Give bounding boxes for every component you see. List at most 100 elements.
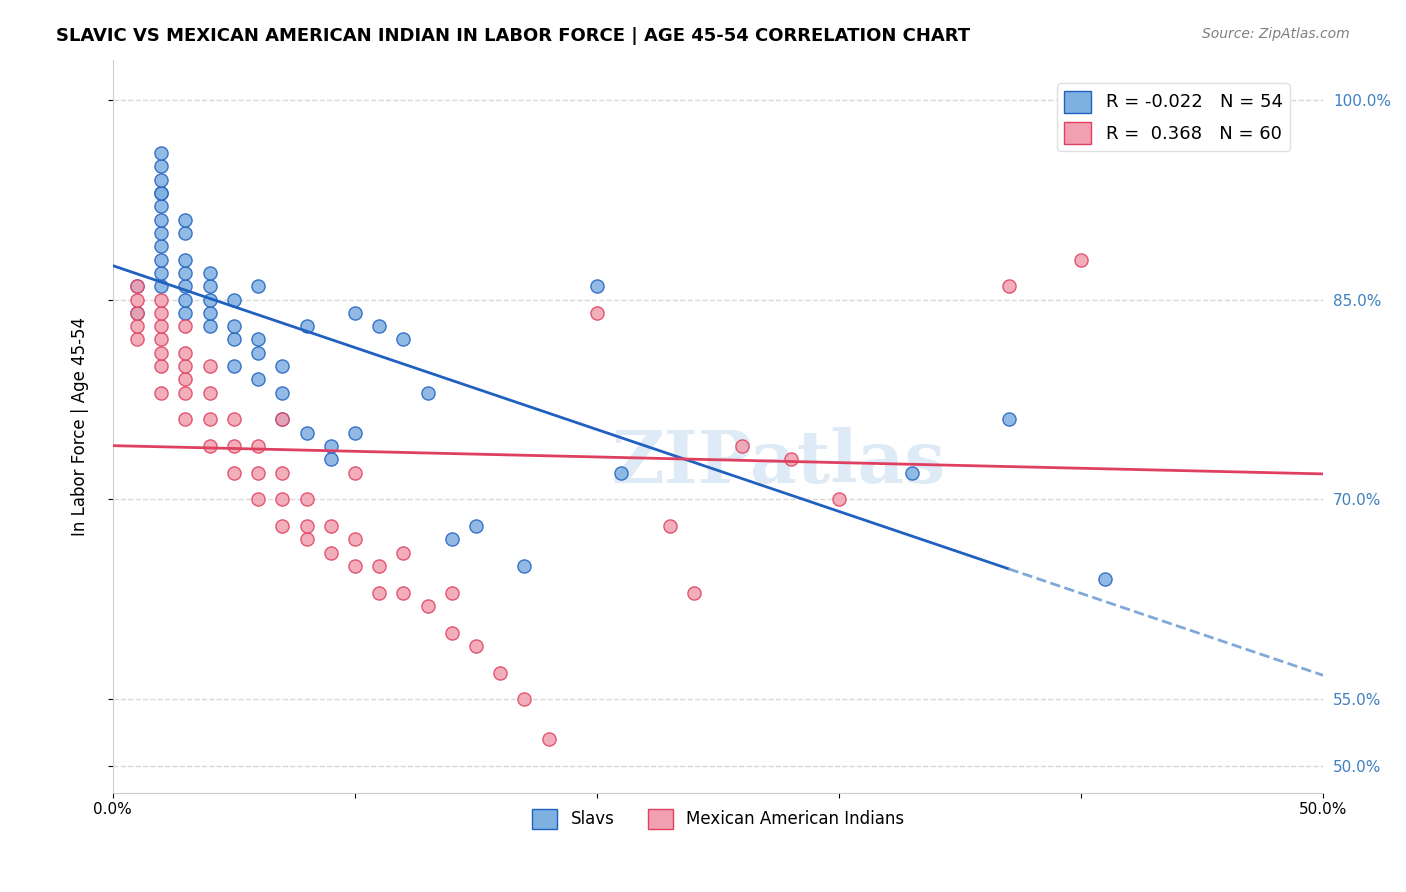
Point: [343, 425, 366, 440]
Point: [368, 559, 391, 574]
Point: [174, 212, 197, 227]
Point: [271, 519, 294, 533]
Point: [198, 385, 221, 400]
Point: [222, 359, 245, 373]
Point: [198, 319, 221, 334]
Point: [271, 412, 294, 426]
Point: [900, 466, 922, 480]
Point: [271, 466, 294, 480]
Point: [174, 385, 197, 400]
Point: [198, 266, 221, 280]
Point: [150, 359, 173, 373]
Point: [343, 306, 366, 320]
Point: [174, 279, 197, 293]
Point: [174, 226, 197, 240]
Point: [150, 212, 173, 227]
Point: [222, 333, 245, 347]
Point: [1094, 573, 1116, 587]
Point: [271, 359, 294, 373]
Point: [198, 293, 221, 307]
Point: [222, 466, 245, 480]
Point: [271, 412, 294, 426]
Point: [150, 385, 173, 400]
Point: [125, 319, 148, 334]
Point: [997, 279, 1019, 293]
Text: Source: ZipAtlas.com: Source: ZipAtlas.com: [1202, 27, 1350, 41]
Point: [150, 199, 173, 213]
Point: [174, 293, 197, 307]
Point: [319, 546, 342, 560]
Point: [125, 306, 148, 320]
Point: [247, 466, 270, 480]
Point: [174, 266, 197, 280]
Point: [295, 492, 318, 507]
Point: [150, 346, 173, 360]
Point: [416, 385, 439, 400]
Point: [198, 279, 221, 293]
Text: ZIPatlas: ZIPatlas: [612, 427, 946, 499]
Point: [174, 306, 197, 320]
Point: [150, 333, 173, 347]
Point: [779, 452, 801, 467]
Point: [828, 492, 851, 507]
Point: [319, 439, 342, 453]
Text: SLAVIC VS MEXICAN AMERICAN INDIAN IN LABOR FORCE | AGE 45-54 CORRELATION CHART: SLAVIC VS MEXICAN AMERICAN INDIAN IN LAB…: [56, 27, 970, 45]
Point: [610, 466, 633, 480]
Point: [198, 439, 221, 453]
Point: [222, 293, 245, 307]
Point: [1264, 93, 1286, 107]
Point: [222, 319, 245, 334]
Point: [150, 252, 173, 267]
Legend: Slavs, Mexican American Indians: Slavs, Mexican American Indians: [526, 802, 911, 836]
Point: [489, 665, 512, 680]
Point: [125, 306, 148, 320]
Point: [295, 519, 318, 533]
Point: [150, 279, 173, 293]
Point: [198, 412, 221, 426]
Point: [343, 466, 366, 480]
Point: [174, 319, 197, 334]
Point: [586, 279, 609, 293]
Point: [586, 306, 609, 320]
Point: [125, 293, 148, 307]
Point: [295, 533, 318, 547]
Point: [247, 439, 270, 453]
Point: [198, 359, 221, 373]
Point: [150, 145, 173, 160]
Point: [440, 585, 463, 599]
Point: [416, 599, 439, 613]
Point: [247, 492, 270, 507]
Point: [150, 172, 173, 186]
Point: [295, 425, 318, 440]
Point: [271, 385, 294, 400]
Point: [392, 333, 415, 347]
Point: [440, 533, 463, 547]
Point: [150, 186, 173, 200]
Point: [174, 252, 197, 267]
Point: [150, 293, 173, 307]
Point: [997, 412, 1019, 426]
Point: [295, 319, 318, 334]
Point: [368, 585, 391, 599]
Point: [537, 732, 560, 747]
Point: [731, 439, 754, 453]
Point: [247, 279, 270, 293]
Point: [174, 372, 197, 386]
Point: [658, 519, 681, 533]
Y-axis label: In Labor Force | Age 45-54: In Labor Force | Age 45-54: [72, 317, 89, 535]
Point: [368, 319, 391, 334]
Point: [174, 346, 197, 360]
Point: [319, 452, 342, 467]
Point: [150, 266, 173, 280]
Point: [392, 585, 415, 599]
Point: [150, 159, 173, 173]
Point: [1070, 252, 1092, 267]
Point: [513, 692, 536, 706]
Point: [247, 333, 270, 347]
Point: [222, 412, 245, 426]
Point: [319, 519, 342, 533]
Point: [271, 492, 294, 507]
Point: [465, 519, 488, 533]
Point: [343, 533, 366, 547]
Point: [150, 306, 173, 320]
